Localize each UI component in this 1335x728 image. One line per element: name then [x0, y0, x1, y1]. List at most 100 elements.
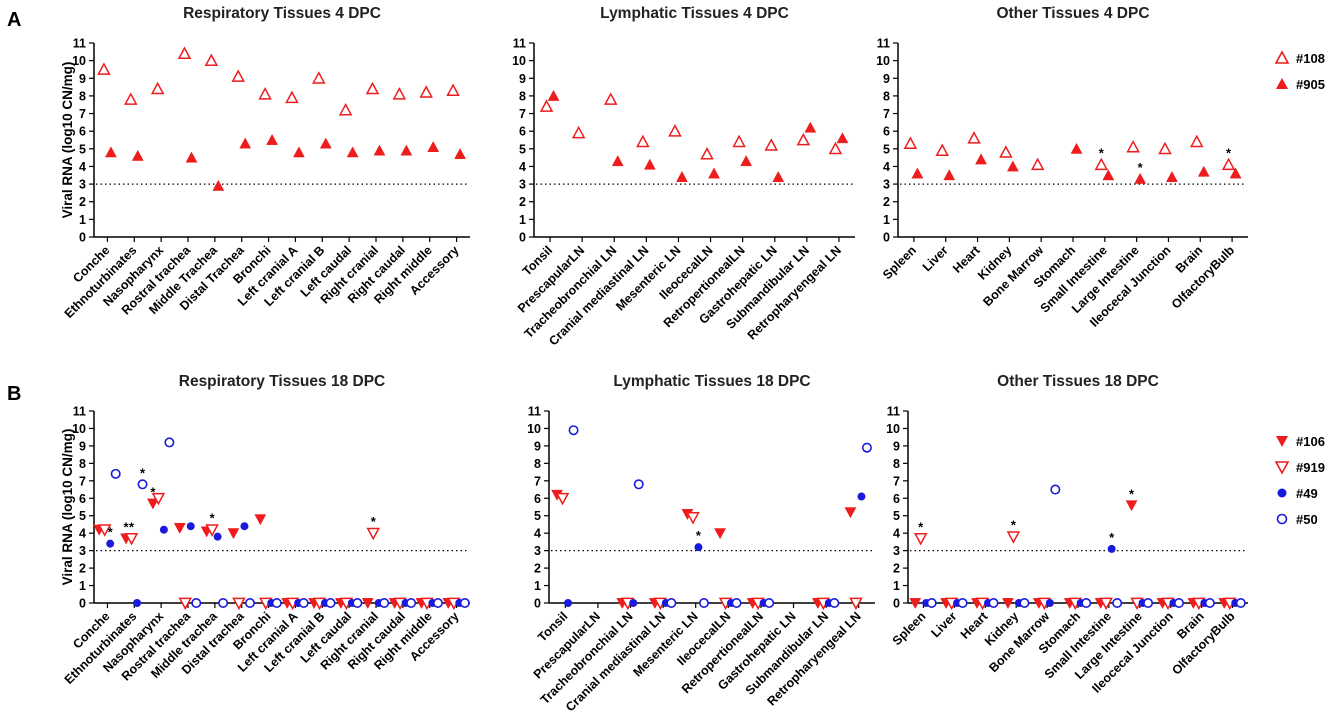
series-106: [551, 489, 857, 610]
y-tick-label: 5: [883, 142, 890, 156]
data-point: [611, 155, 624, 167]
y-tick-label: 11: [877, 37, 890, 51]
data-point: [975, 153, 987, 165]
series-108: [97, 46, 460, 116]
data-point: [173, 523, 186, 534]
data-point: [999, 145, 1013, 158]
data-point: [539, 99, 554, 112]
data-point: [935, 143, 949, 157]
y-tick-label: 1: [79, 213, 86, 227]
legend-marker-triangle-down-filled: [1276, 436, 1288, 447]
data-point: [150, 81, 165, 95]
data-point: [1006, 531, 1021, 544]
data-point: [668, 124, 682, 137]
y-tick-label: 5: [79, 509, 86, 523]
y-tick-label: 10: [72, 422, 86, 436]
data-point: [731, 597, 742, 608]
data-point: [244, 597, 255, 608]
legend-marker-circle-open: [1276, 513, 1288, 525]
data-point: [204, 53, 219, 67]
series-905: [911, 142, 1242, 184]
data-point: [836, 132, 849, 144]
y-tick-label: 2: [79, 562, 86, 576]
data-point: [568, 425, 579, 436]
data-point: [1190, 134, 1204, 148]
data-point: [133, 599, 142, 607]
y-tick-label: 3: [79, 544, 86, 558]
chart-title: Lymphatic Tissues 4 DPC: [600, 5, 789, 22]
legend-marker-triangle-down-open: [1274, 461, 1290, 475]
data-point: [1204, 597, 1215, 608]
data-point: [1197, 165, 1210, 177]
data-point: [913, 532, 928, 546]
data-point: [319, 137, 332, 149]
y-tick-label: 8: [79, 457, 86, 471]
data-point: [186, 522, 195, 531]
y-tick-label: 2: [79, 195, 86, 209]
data-point: [1094, 157, 1109, 171]
significance-asterisk: *: [140, 465, 146, 480]
data-point: [643, 158, 656, 170]
data-point: [714, 528, 726, 540]
data-point: [231, 69, 245, 82]
y-tick-label: 1: [893, 579, 900, 593]
data-point: [1229, 167, 1242, 179]
significance-asterisk: *: [1109, 530, 1115, 545]
y-tick-label: 7: [79, 474, 86, 488]
y-tick-label: 0: [519, 231, 526, 245]
data-point: [110, 468, 121, 479]
data-point: [177, 46, 192, 60]
data-point: [454, 148, 466, 160]
data-point: [232, 597, 246, 611]
y-tick-label: 0: [79, 597, 86, 611]
data-point: [258, 87, 272, 100]
significance-asterisk: *: [918, 519, 924, 534]
y-axis-title: Viral RNA (log10 CN/mg): [60, 62, 75, 219]
data-point: [151, 492, 166, 506]
legend-marker-triangle-up-filled: [1276, 78, 1288, 89]
data-point: [1107, 544, 1116, 553]
data-point: [361, 598, 374, 610]
series-50: [110, 437, 470, 608]
panel-label-b: B: [7, 383, 22, 405]
data-point: [555, 492, 570, 506]
data-point: [97, 524, 112, 537]
data-point: [185, 151, 198, 163]
series-106: [93, 498, 455, 610]
data-point: [957, 597, 968, 608]
data-point: [105, 146, 117, 158]
data-point: [106, 539, 115, 548]
data-point: [857, 492, 866, 501]
data-point: [909, 598, 922, 610]
y-tick-label: 6: [893, 492, 900, 506]
data-point: [849, 597, 863, 611]
data-point: [988, 597, 999, 608]
data-point: [213, 532, 222, 541]
data-point: [97, 62, 111, 75]
chart-title: Lymphatic Tissues 18 DPC: [613, 373, 810, 390]
y-axis-title: Viral RNA (log10 CN/mg): [60, 429, 75, 586]
data-point: [240, 522, 249, 531]
data-point: [1158, 141, 1172, 155]
data-point: [427, 141, 440, 152]
y-tick-label: 0: [534, 597, 541, 611]
data-point: [392, 87, 407, 100]
data-point: [829, 597, 840, 608]
y-tick-label: 7: [534, 474, 541, 488]
chart-title: Other Tissues 18 DPC: [997, 373, 1159, 390]
y-tick-label: 10: [72, 54, 86, 68]
data-point: [137, 479, 148, 490]
data-point: [861, 442, 872, 453]
data-point: [205, 524, 219, 537]
y-tick-label: 8: [519, 89, 526, 103]
data-point: [346, 146, 359, 158]
data-point: [1070, 142, 1083, 154]
data-point: [146, 498, 159, 510]
y-tick-label: 8: [534, 457, 541, 471]
x-tick-label: Liver: [920, 243, 951, 274]
y-tick-label: 6: [883, 125, 890, 139]
data-point: [131, 149, 144, 161]
significance-asterisk: *: [1226, 146, 1232, 161]
significance-asterisk: *: [150, 485, 156, 500]
y-tick-label: 6: [519, 125, 526, 139]
